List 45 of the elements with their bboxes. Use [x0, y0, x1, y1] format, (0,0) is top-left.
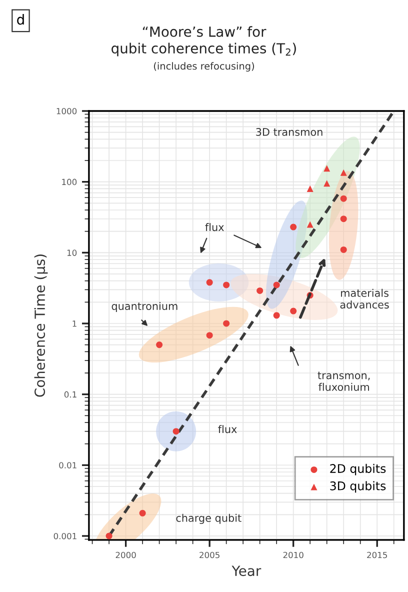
annotation: flux — [218, 425, 237, 434]
point — [273, 282, 280, 288]
legend-label: 2D qubits — [330, 464, 386, 476]
point — [256, 287, 264, 294]
x-axis-title: Year — [232, 566, 262, 576]
chart-subtitle: (includes refocusing) — [154, 62, 254, 72]
y-tick-label: 0.001 — [54, 532, 76, 540]
x-tick-label: 2010 — [283, 552, 304, 558]
point — [156, 342, 163, 348]
point — [223, 320, 230, 327]
annotation: transmon, fluxonium — [318, 372, 370, 391]
y-tick-label: 10 — [67, 250, 77, 256]
point — [324, 180, 330, 187]
point — [206, 279, 213, 286]
annotation: 3D transmon — [256, 128, 322, 136]
y-axis-title: Coherence Time (µs) — [34, 254, 48, 397]
point — [306, 185, 314, 192]
y-tick-label: 0.01 — [59, 462, 76, 468]
point — [340, 246, 347, 253]
point — [290, 224, 297, 230]
text: d — [17, 14, 24, 25]
x-tick-label: 2015 — [367, 552, 387, 558]
legend-label: 3D qubits — [330, 481, 386, 493]
y-tick-label: 1000 — [56, 108, 77, 114]
point — [106, 532, 112, 540]
point — [340, 169, 347, 176]
point — [340, 195, 347, 202]
annotation: charge qubit — [176, 514, 242, 524]
y-tick-label: 1 — [72, 320, 76, 327]
x-tick-label: 2005 — [200, 552, 220, 558]
x-tick-label: 2000 — [116, 552, 136, 558]
annotation: flux — [205, 223, 224, 232]
point — [273, 312, 280, 319]
point — [290, 308, 297, 314]
point — [324, 165, 330, 172]
annotation: quantronium — [112, 302, 178, 312]
point — [139, 510, 146, 516]
point — [340, 216, 347, 222]
y-tick-label: 0.1 — [64, 391, 76, 398]
point — [223, 282, 230, 288]
chart-title: “Moore’s Law” for qubit coherence times (T$_{2}$) — [112, 26, 296, 56]
point — [206, 332, 213, 339]
point — [306, 221, 314, 228]
y-tick-label: 100 — [62, 178, 77, 186]
annotation: materials advances — [340, 288, 389, 309]
